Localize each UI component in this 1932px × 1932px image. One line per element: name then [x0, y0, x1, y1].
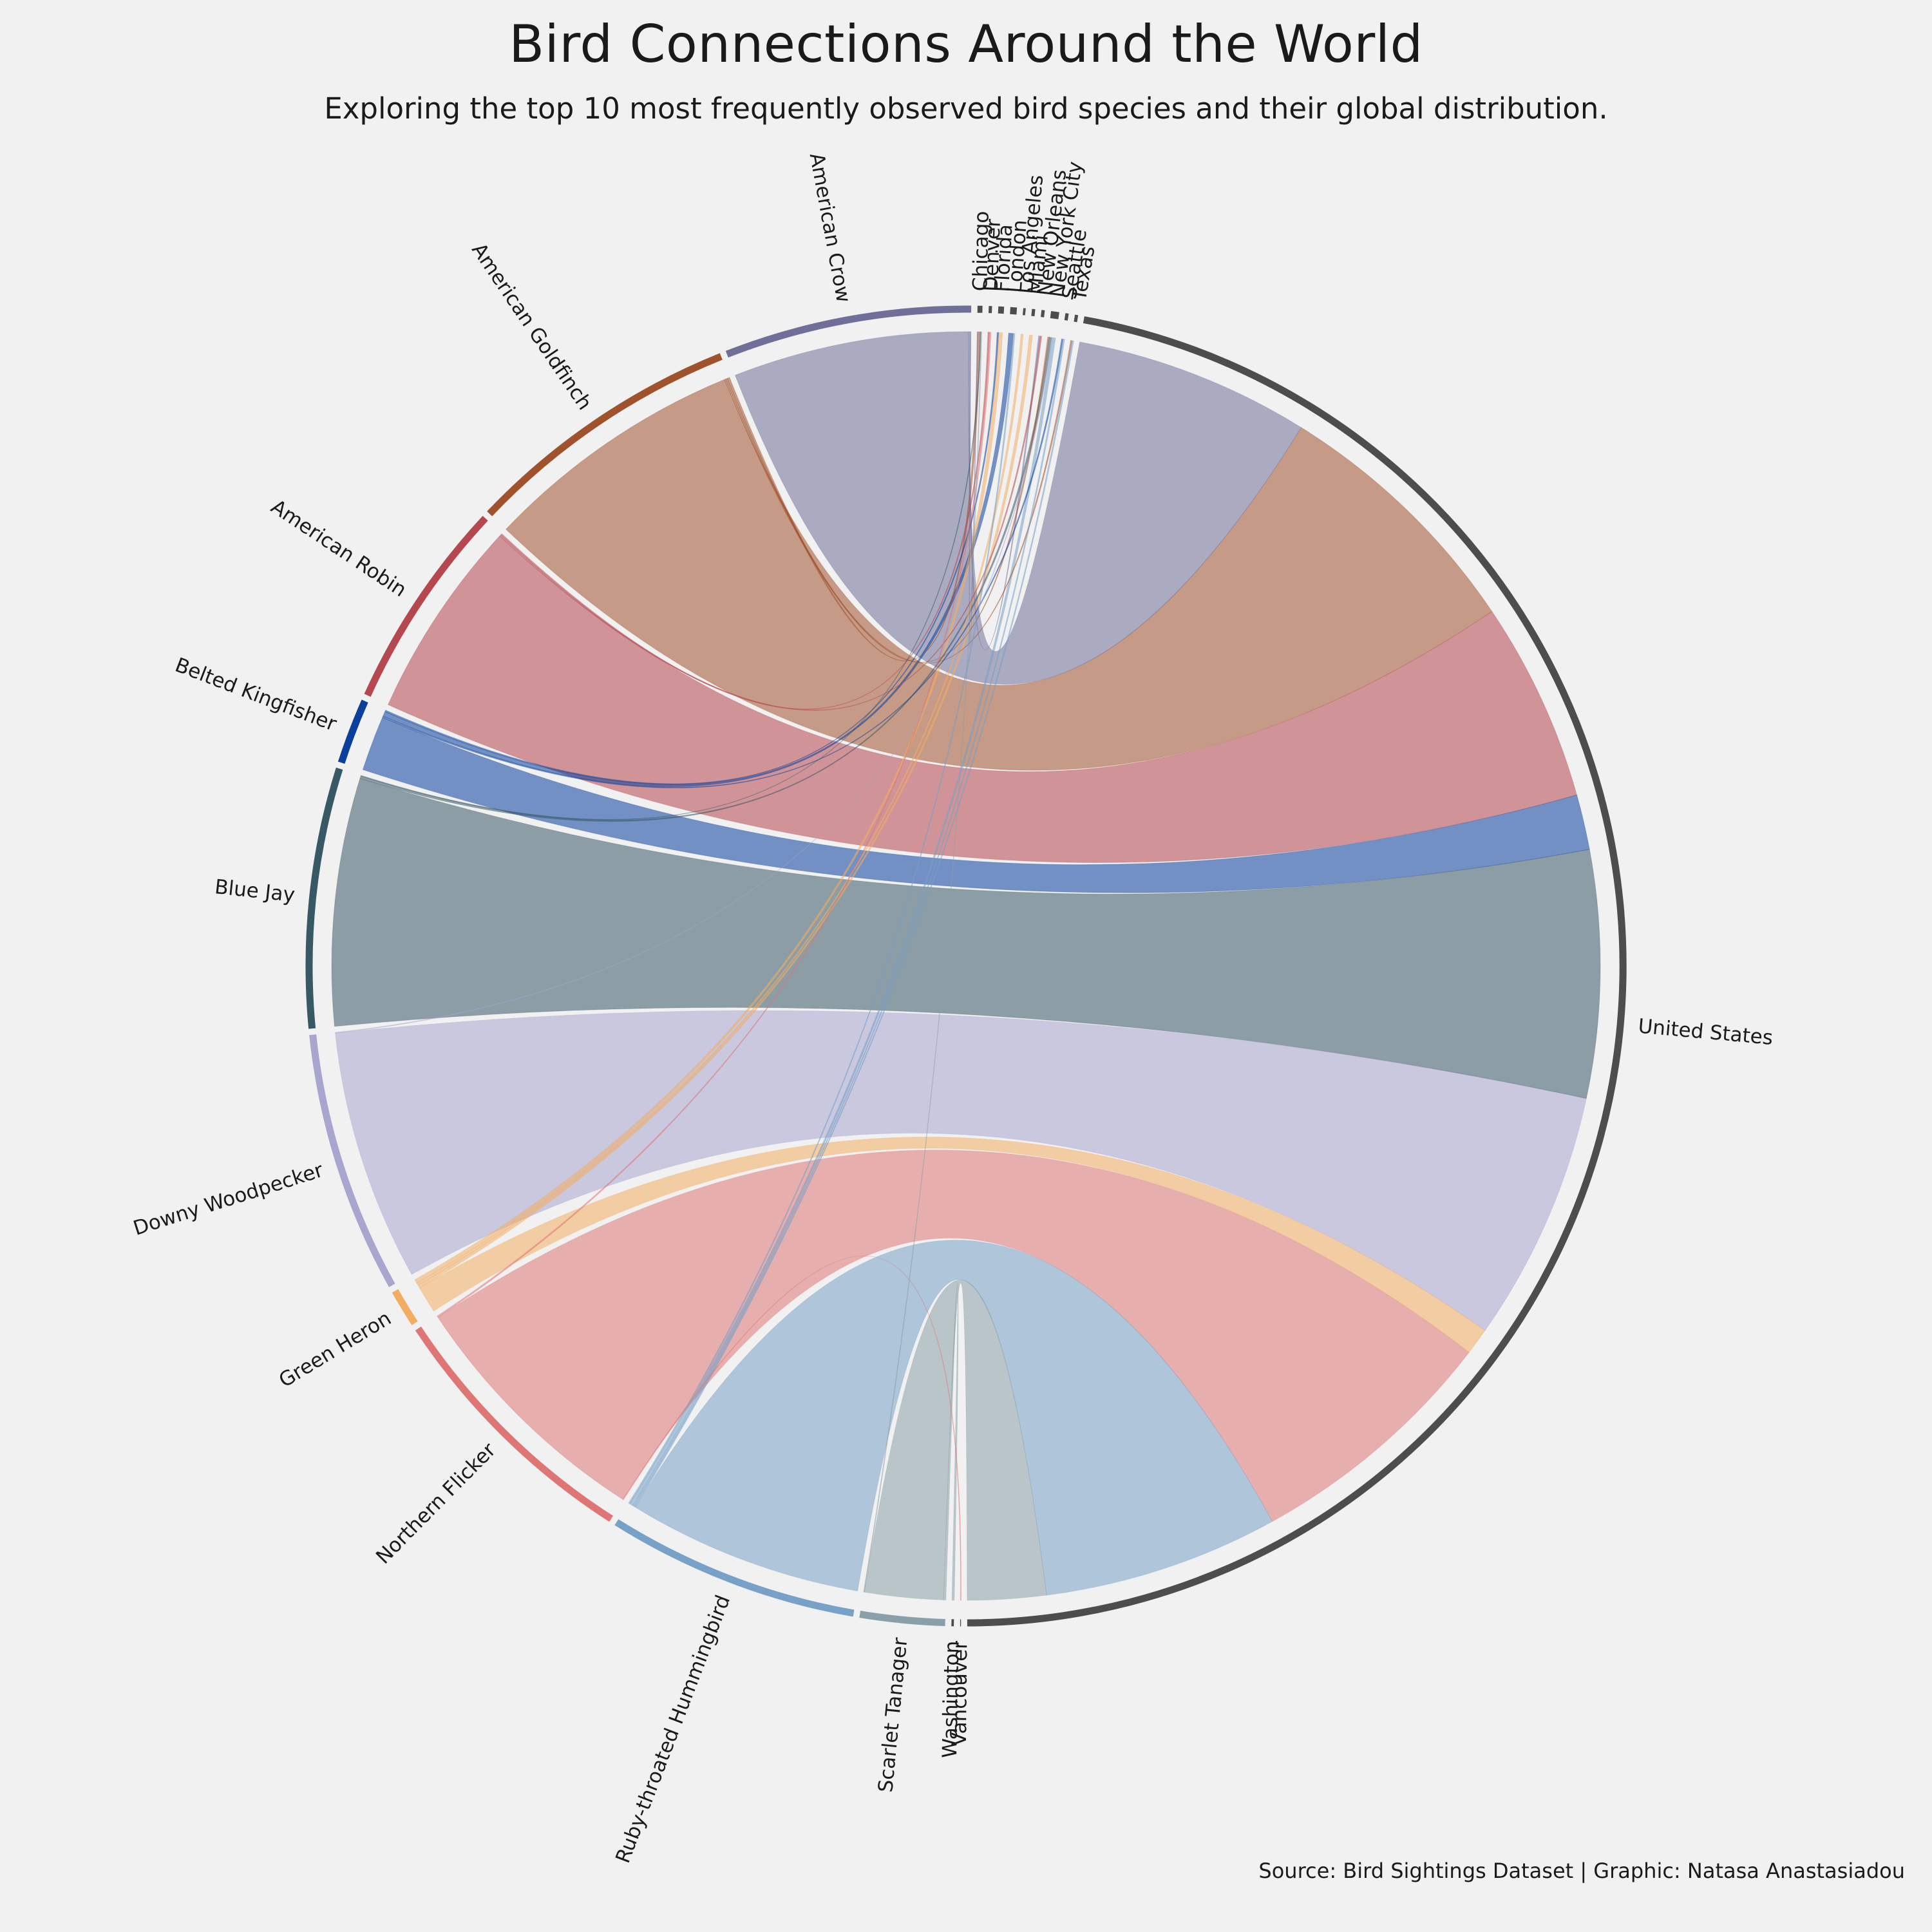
label-florida: Florida — [990, 223, 1018, 292]
ribbon-green-heron-to-los-angeles — [416, 334, 1024, 1286]
label-ruby-throated-hummingbird: Ruby-throated Hummingbird — [611, 1592, 735, 1866]
label-downy-woodpecker: Downy Woodpecker — [131, 1159, 327, 1240]
label-washington: Washington — [938, 1640, 964, 1758]
ribbon-ruby-throated-hummingbird-to-texas — [633, 340, 1074, 1508]
ribbon-belted-kingfisher-to-seattle — [382, 338, 1064, 789]
label-northern-flicker: Northern Flicker — [372, 1438, 500, 1568]
chart-subtitle: Exploring the top 10 most frequently obs… — [324, 91, 1608, 126]
arc-northern-flicker — [415, 1326, 614, 1522]
arc-belted-kingfisher — [337, 699, 368, 764]
ribbon-green-heron-to-united-states — [419, 1137, 1486, 1353]
arc-miami — [1031, 308, 1036, 317]
ribbon-scarlet-tanager-to-washington — [943, 1283, 959, 1601]
ribbon-american-goldfinch-to-texas — [724, 339, 1073, 664]
ribbon-blue-jay-to-chicago — [360, 331, 981, 820]
ribbon-scarlet-tanager-to-chicago — [863, 331, 983, 1593]
ribbon-american-robin-to-new-orleans — [499, 336, 1043, 711]
source-caption: Source: Bird Sightings Dataset | Graphic… — [1258, 1859, 1905, 1883]
ribbon-american-crow-to-new-orleans — [968, 331, 1041, 650]
label-united-states: United States — [1637, 1014, 1774, 1050]
label-belted-kingfisher: Belted Kingfisher — [172, 654, 340, 736]
label-american-robin: American Robin — [267, 495, 410, 601]
ribbon-green-heron-to-miami — [417, 334, 1033, 1289]
arc-downy-woodpecker — [309, 1034, 395, 1287]
label-denver: Denver — [980, 218, 1005, 292]
ribbon-american-goldfinch-to-chicago — [726, 331, 981, 661]
arc-texas — [1074, 314, 1079, 323]
ribbon-ruby-throated-hummingbird-to-london — [628, 333, 1016, 1504]
label-american-goldfinch: American Goldfinch — [467, 239, 596, 414]
ribbon-ruby-throated-hummingbird-to-united-states — [634, 1240, 1273, 1596]
chart-title: Bird Connections Around the World — [509, 14, 1423, 74]
ribbon-downy-woodpecker-to-new-york-city — [334, 337, 1053, 1034]
arc-blue-jay — [305, 767, 343, 1029]
arc-ruby-throated-hummingbird — [614, 1519, 855, 1617]
arc-new-york-city — [1050, 311, 1059, 319]
arc-american-robin — [364, 516, 488, 697]
label-chicago: Chicago — [969, 211, 994, 291]
label-vancouver: Vancouver — [948, 1641, 972, 1747]
label-american-crow: American Crow — [805, 151, 855, 305]
arc-american-crow — [725, 305, 972, 358]
arcs-layer — [305, 305, 1627, 1627]
arc-green-heron — [392, 1289, 418, 1325]
ribbon-belted-kingfisher-to-united-states — [362, 717, 1590, 893]
ribbon-belted-kingfisher-to-florida — [384, 332, 999, 785]
arc-scarlet-tanager — [859, 1611, 945, 1626]
ribbon-northern-flicker-to-vancouver — [622, 1255, 961, 1601]
arc-american-goldfinch — [487, 353, 723, 516]
label-green-heron: Green Heron — [275, 1307, 395, 1392]
ribbon-downy-woodpecker-to-united-states — [334, 1010, 1587, 1331]
ribbon-american-goldfinch-to-new-york-city — [725, 336, 1050, 663]
label-london: London — [1003, 219, 1032, 294]
arc-london — [1010, 307, 1018, 315]
label-scarlet-tanager: Scarlet Tanager — [874, 1636, 912, 1794]
arc-united-states — [967, 316, 1627, 1627]
ribbons-layer — [331, 331, 1601, 1601]
ribbon-northern-flicker-to-denver — [436, 332, 992, 1318]
label-blue-jay: Blue Jay — [214, 875, 296, 907]
ribbon-ruby-throated-hummingbird-to-seattle — [632, 339, 1065, 1507]
